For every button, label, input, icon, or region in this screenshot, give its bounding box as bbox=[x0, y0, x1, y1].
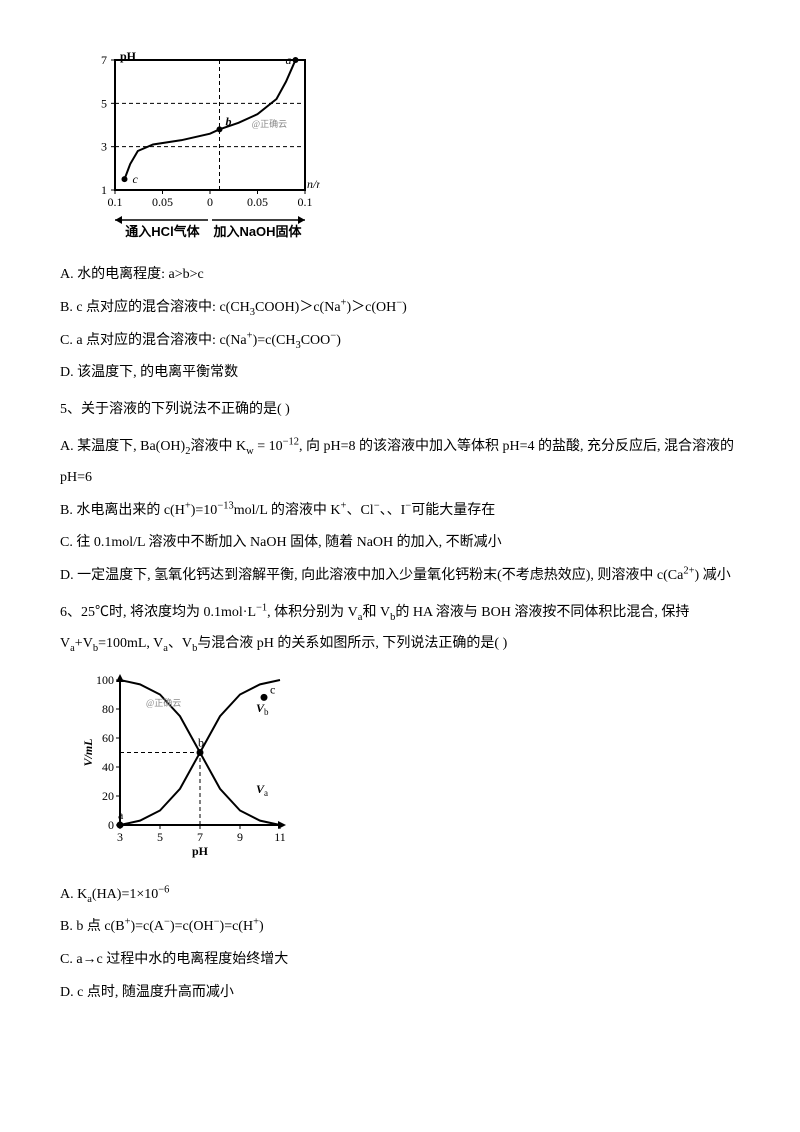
svg-text:@正确云: @正确云 bbox=[146, 697, 181, 708]
q6-option-d: D. c 点时, 随温度升高而减小 bbox=[60, 978, 740, 1009]
svg-text:V/mL: V/mL bbox=[81, 738, 95, 766]
q5-option-c: C. 往 0.1mol/L 溶液中不断加入 NaOH 固体, 随着 NaOH 的… bbox=[60, 528, 740, 559]
svg-text:0.1: 0.1 bbox=[298, 195, 313, 209]
svg-text:n/mol: n/mol bbox=[307, 177, 320, 191]
q4-option-d: D. 该温度下, 的电离平衡常数 bbox=[60, 358, 740, 389]
q5-stem: 5、关于溶液的下列说法不正确的是( ) bbox=[60, 395, 740, 426]
svg-text:0: 0 bbox=[108, 818, 114, 832]
svg-text:5: 5 bbox=[157, 830, 163, 844]
ph-n-chart: 1 3 5 7 0.1 0.05 0 0.05 0.1 a b c pH n/mol @正确云通入HCl气体… bbox=[80, 50, 320, 250]
svg-text:a: a bbox=[118, 808, 124, 822]
svg-text:0.05: 0.05 bbox=[247, 195, 268, 209]
svg-text:b: b bbox=[264, 706, 269, 716]
svg-text:b: b bbox=[226, 114, 232, 128]
svg-text:加入NaOH固体: 加入NaOH固体 bbox=[212, 224, 302, 239]
svg-text:0.05: 0.05 bbox=[152, 195, 173, 209]
svg-text:80: 80 bbox=[102, 702, 114, 716]
svg-text:b: b bbox=[198, 735, 204, 749]
svg-text:1: 1 bbox=[101, 183, 107, 197]
q6-option-b: B. b 点 c(B+)=c(A−)=c(OH−)=c(H+) bbox=[60, 912, 740, 943]
q4-chart: 1 3 5 7 0.1 0.05 0 0.05 0.1 a b c pH n/mol @正确云通入HCl气体… bbox=[80, 50, 740, 250]
q5-option-d: D. 一定温度下, 氢氧化钙达到溶解平衡, 向此溶液中加入少量氧化钙粉末(不考虑… bbox=[60, 561, 740, 592]
q4-option-c: C. a 点对应的混合溶液中: c(Na+)=c(CH3COO−) bbox=[60, 326, 740, 357]
svg-text:pH: pH bbox=[120, 50, 137, 63]
q5-option-b: B. 水电离出来的 c(H+)=10−13mol/L 的溶液中 K+、Cl−、、… bbox=[60, 496, 740, 527]
q4-option-b: B. c 点对应的混合溶液中: c(CH3COOH)＞c(Na+)＞c(OH−) bbox=[60, 293, 740, 324]
v-ph-chart: 020406080100357911VbVaabcV/mLpH@正确云 bbox=[80, 670, 300, 870]
q6-option-c: C. a→c 过程中水的电离程度始终增大 bbox=[60, 945, 740, 976]
svg-text:@正确云: @正确云 bbox=[252, 118, 287, 129]
svg-text:20: 20 bbox=[102, 789, 114, 803]
svg-text:c: c bbox=[133, 172, 139, 186]
svg-text:5: 5 bbox=[101, 96, 107, 110]
svg-text:7: 7 bbox=[197, 830, 203, 844]
svg-text:3: 3 bbox=[101, 140, 107, 154]
svg-text:7: 7 bbox=[101, 53, 107, 67]
q6-chart: 020406080100357911VbVaabcV/mLpH@正确云 bbox=[80, 670, 740, 870]
svg-text:100: 100 bbox=[96, 673, 114, 687]
svg-text:0: 0 bbox=[207, 195, 213, 209]
svg-text:c: c bbox=[270, 682, 275, 696]
svg-text:a: a bbox=[286, 53, 292, 67]
svg-text:9: 9 bbox=[237, 830, 243, 844]
svg-text:60: 60 bbox=[102, 731, 114, 745]
svg-text:3: 3 bbox=[117, 830, 123, 844]
svg-text:pH: pH bbox=[192, 844, 209, 858]
svg-text:a: a bbox=[264, 788, 268, 798]
q4-option-a: A. 水的电离程度: a>b>c bbox=[60, 260, 740, 291]
q6-stem: 6、25℃时, 将浓度均为 0.1mol·L−1, 体积分别为 Va和 Vb的 … bbox=[60, 598, 740, 660]
svg-text:通入HCl气体: 通入HCl气体 bbox=[125, 224, 200, 239]
q5-option-a: A. 某温度下, Ba(OH)2溶液中 Kw = 10−12, 向 pH=8 的… bbox=[60, 432, 740, 494]
svg-text:11: 11 bbox=[274, 830, 286, 844]
q6-option-a: A. Ka(HA)=1×10−6 bbox=[60, 880, 740, 911]
svg-text:40: 40 bbox=[102, 760, 114, 774]
svg-text:0.1: 0.1 bbox=[108, 195, 123, 209]
